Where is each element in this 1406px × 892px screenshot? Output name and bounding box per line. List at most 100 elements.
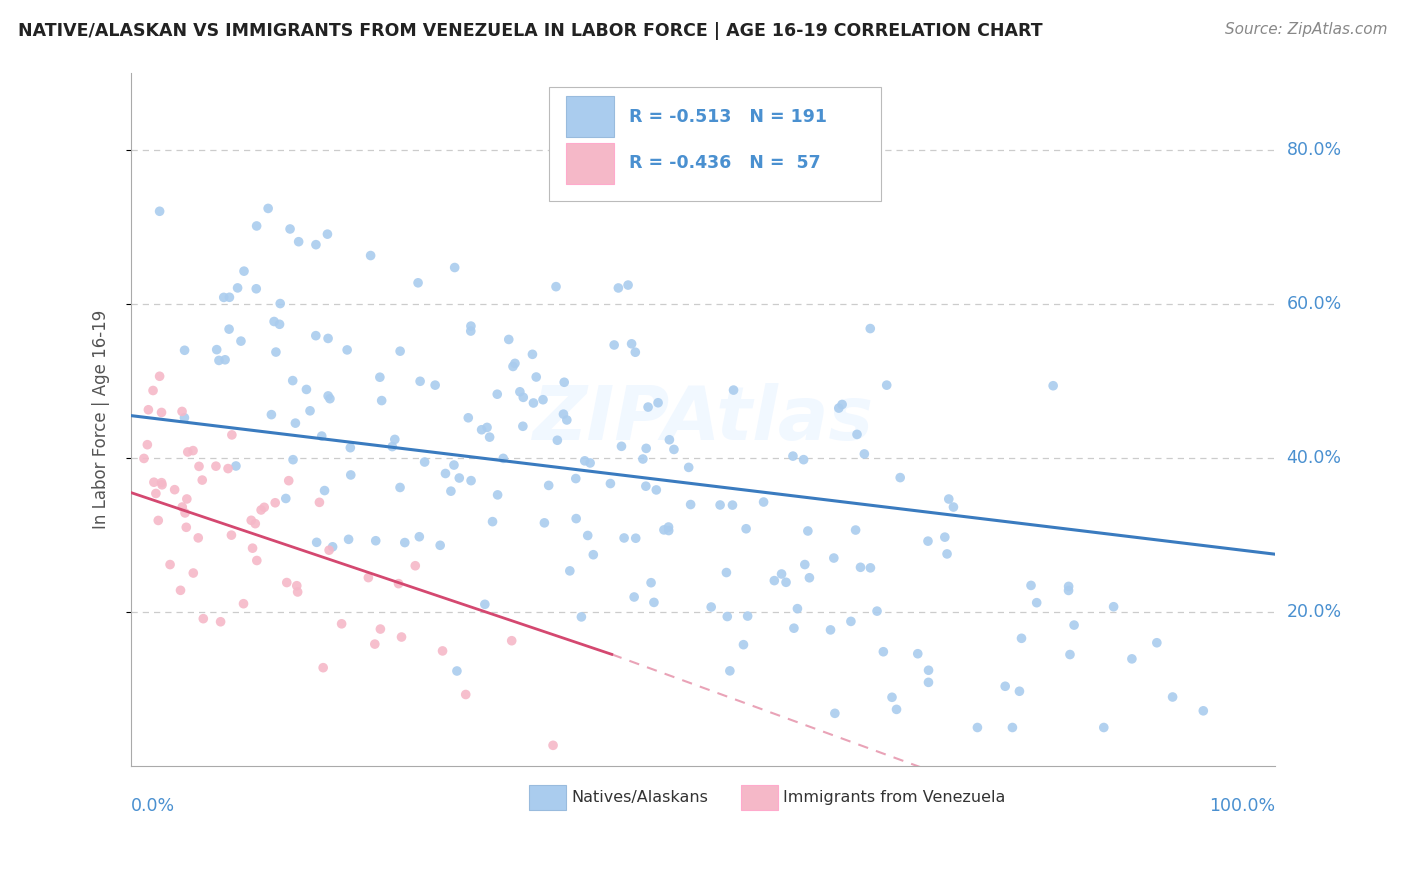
Point [260, 408, 283, 422]
Point [537, 478, 560, 492]
Point [853, 447, 876, 461]
Point [172, 500, 194, 514]
Point [1057, 579, 1080, 593]
Point [138, 402, 160, 417]
Point [531, 392, 554, 407]
Point [1146, 636, 1168, 650]
FancyBboxPatch shape [530, 786, 567, 810]
Point [640, 575, 662, 590]
Text: 0.0%: 0.0% [131, 797, 176, 814]
Point [404, 558, 426, 573]
Point [617, 278, 640, 293]
Point [917, 663, 939, 677]
Point [636, 442, 658, 456]
Point [246, 219, 269, 233]
Point [454, 688, 477, 702]
Point [1011, 632, 1033, 646]
Point [364, 533, 387, 548]
Point [245, 282, 267, 296]
Point [360, 248, 382, 262]
Point [752, 495, 775, 509]
Point [384, 433, 406, 447]
Point [623, 590, 645, 604]
Point [647, 396, 669, 410]
Point [723, 383, 745, 397]
FancyBboxPatch shape [548, 87, 880, 202]
Point [735, 522, 758, 536]
Point [406, 276, 429, 290]
Point [524, 370, 547, 384]
Point [370, 393, 392, 408]
Point [1059, 648, 1081, 662]
Point [820, 623, 842, 637]
Point [305, 237, 328, 252]
Point [232, 597, 254, 611]
Point [336, 343, 359, 357]
Point [149, 204, 172, 219]
Point [339, 441, 361, 455]
Point [793, 558, 815, 572]
Point [721, 498, 744, 512]
Point [368, 370, 391, 384]
Point [176, 491, 198, 506]
Point [389, 344, 412, 359]
Point [460, 324, 482, 338]
Point [281, 374, 304, 388]
Point [287, 235, 309, 249]
Point [150, 405, 173, 419]
Point [880, 690, 903, 705]
Point [209, 615, 232, 629]
Point [217, 461, 239, 475]
Point [250, 503, 273, 517]
Point [299, 404, 322, 418]
Point [394, 535, 416, 549]
Point [934, 530, 956, 544]
Point [1063, 618, 1085, 632]
Point [281, 452, 304, 467]
Point [679, 498, 702, 512]
Point [287, 585, 309, 599]
Point [253, 500, 276, 515]
Point [503, 356, 526, 370]
Point [339, 467, 361, 482]
Point [652, 523, 675, 537]
Point [460, 319, 482, 334]
Point [1102, 599, 1125, 614]
Point [634, 479, 657, 493]
Point [357, 571, 380, 585]
Point [658, 433, 681, 447]
Point [849, 560, 872, 574]
Point [886, 702, 908, 716]
Point [645, 483, 668, 497]
Text: NATIVE/ALASKAN VS IMMIGRANTS FROM VENEZUELA IN LABOR FORCE | AGE 16-19 CORRELATI: NATIVE/ALASKAN VS IMMIGRANTS FROM VENEZU… [18, 22, 1043, 40]
Point [763, 574, 786, 588]
Point [193, 612, 215, 626]
Point [607, 281, 630, 295]
Point [274, 491, 297, 506]
Point [565, 472, 588, 486]
Y-axis label: In Labor Force | Age 16-19: In Labor Force | Age 16-19 [93, 310, 110, 529]
Point [208, 353, 231, 368]
Point [322, 540, 344, 554]
Point [233, 264, 256, 278]
Point [678, 460, 700, 475]
Point [434, 467, 457, 481]
Point [257, 202, 280, 216]
Point [1057, 583, 1080, 598]
Point [579, 456, 602, 470]
Point [446, 664, 468, 678]
Point [159, 558, 181, 572]
Point [828, 401, 851, 415]
Point [486, 488, 509, 502]
Point [177, 445, 200, 459]
Point [191, 473, 214, 487]
Point [214, 352, 236, 367]
Point [522, 347, 544, 361]
Point [994, 679, 1017, 693]
Point [391, 630, 413, 644]
Point [823, 551, 845, 566]
Point [187, 531, 209, 545]
Point [330, 616, 353, 631]
Point [565, 511, 588, 525]
Point [1025, 596, 1047, 610]
